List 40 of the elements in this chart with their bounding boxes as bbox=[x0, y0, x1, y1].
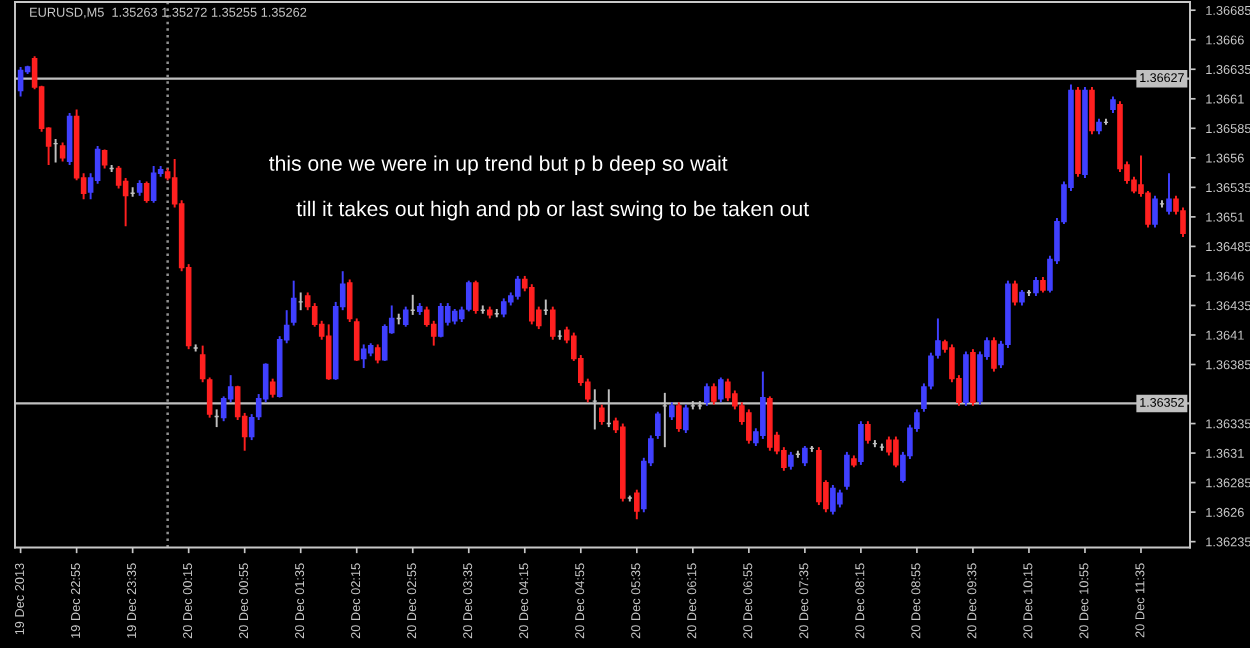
candlestick bbox=[963, 350, 969, 407]
candlestick bbox=[437, 302, 444, 339]
candlestick bbox=[1012, 279, 1018, 307]
candlestick bbox=[683, 403, 689, 434]
candlestick bbox=[893, 435, 899, 469]
candlestick bbox=[746, 408, 752, 445]
candlestick bbox=[676, 401, 682, 433]
candlestick bbox=[844, 450, 850, 491]
candlestick bbox=[599, 403, 605, 426]
candlestick bbox=[704, 382, 710, 407]
candlestick bbox=[711, 382, 717, 406]
candlestick bbox=[374, 343, 381, 365]
candlestick bbox=[549, 305, 556, 341]
candlestick bbox=[143, 180, 150, 204]
candlestick bbox=[325, 323, 332, 381]
candlestick bbox=[802, 445, 808, 468]
candlestick bbox=[402, 305, 409, 328]
candlestick bbox=[528, 283, 535, 326]
annotation: this one we were in up trend but p b deep so wait bbox=[269, 155, 728, 176]
candlestick bbox=[500, 297, 507, 319]
candlestick bbox=[718, 376, 724, 404]
candlestick bbox=[1166, 172, 1172, 216]
candlestick bbox=[634, 488, 640, 521]
candlestick bbox=[725, 377, 731, 403]
candlestick bbox=[760, 370, 766, 440]
candlestick bbox=[830, 484, 836, 516]
candlestick bbox=[115, 165, 122, 190]
candlestick bbox=[360, 343, 367, 370]
candlestick bbox=[150, 165, 157, 204]
candlestick bbox=[1033, 276, 1039, 297]
candlestick bbox=[858, 420, 864, 466]
candlestick bbox=[514, 274, 521, 301]
candlestick bbox=[269, 377, 276, 399]
candlestick bbox=[472, 279, 479, 315]
annotation: till it takes out high and pb or last swing to be taken out bbox=[296, 200, 809, 221]
candlestick bbox=[59, 141, 66, 163]
candlestick bbox=[1089, 86, 1095, 136]
candlestick bbox=[1152, 194, 1158, 229]
candlestick bbox=[865, 420, 871, 445]
candlestick bbox=[991, 336, 997, 373]
